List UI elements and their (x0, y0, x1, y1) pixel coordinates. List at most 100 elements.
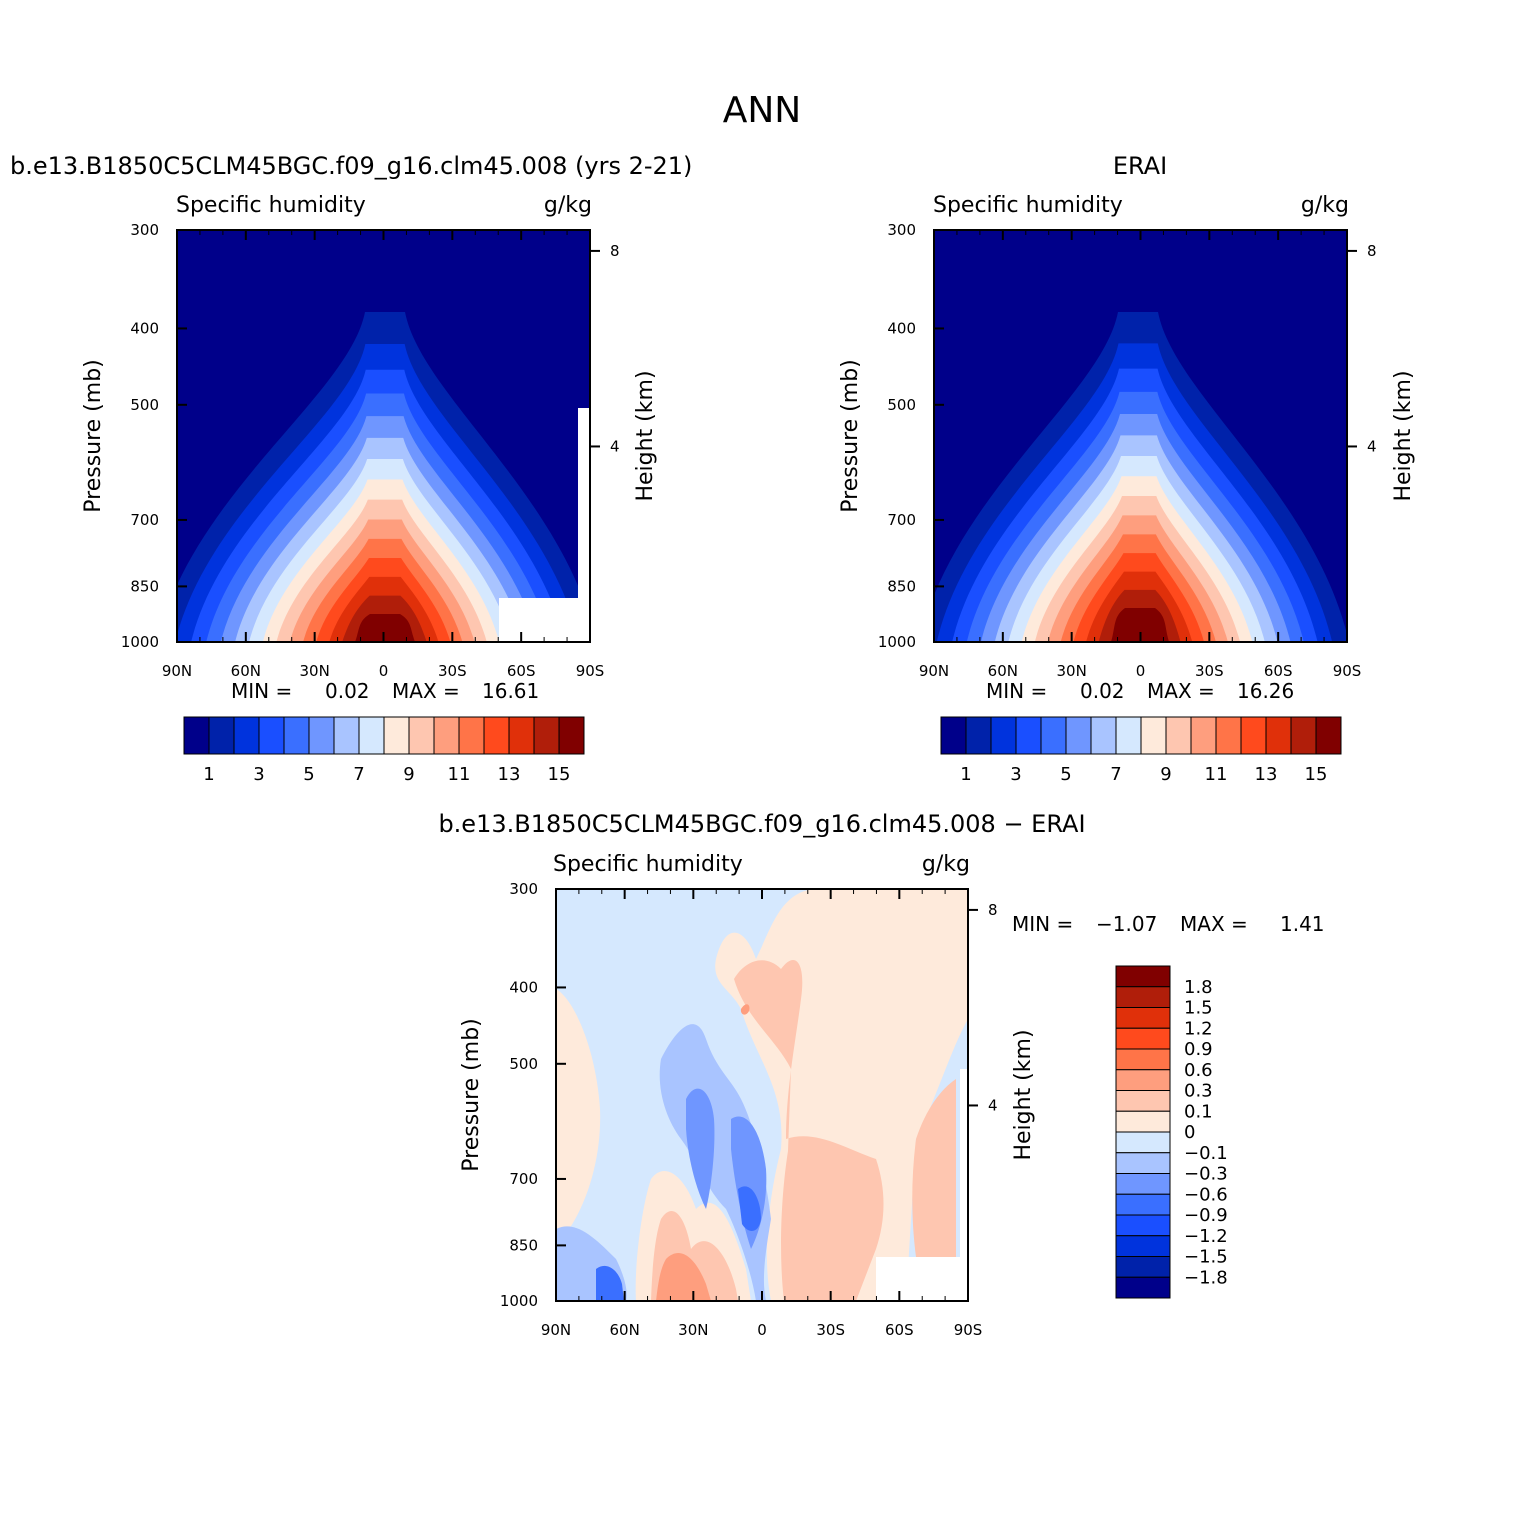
panel-obs-title: ERAI (1113, 152, 1167, 180)
diff-colorbar-label: −0.1 (1184, 1143, 1228, 1164)
diff-colorbar-swatch (1115, 1027, 1171, 1050)
y-tick-label: 850 (887, 577, 916, 595)
diff-region-pos-lowlevel-3 (656, 1253, 711, 1301)
model-missing-terrain-strip (578, 408, 590, 598)
colorbar-swatch (433, 716, 460, 755)
x-tick-label: 30N (1057, 662, 1087, 680)
diff-colorbar-swatch (1115, 1110, 1171, 1133)
model-contours-band-15 (355, 614, 415, 642)
colorbar-label: 13 (498, 764, 521, 785)
model-missing-terrain (499, 598, 590, 642)
panel-model-plot (176, 229, 591, 643)
x-tick-label: 90S (1333, 662, 1362, 680)
diff-ylabel-right: Height (km) (1011, 1029, 1036, 1160)
colorbar-swatch (1315, 716, 1342, 755)
colorbar-label: 7 (1110, 764, 1121, 785)
colorbar-swatch (1215, 716, 1242, 755)
y-right-tick-label: 4 (1367, 437, 1377, 455)
obs-axes: 90N 60N 30N 0 30S 60S 90S 300 400 500 700 850 1000 8 4 (878, 221, 1377, 680)
x-tick-label: 90N (919, 662, 949, 680)
colorbar-swatch (308, 716, 335, 755)
x-tick-label: 30N (300, 662, 330, 680)
diff-region-neg-nh-surface-core (596, 1265, 624, 1301)
colorbar-swatch (1115, 716, 1142, 755)
colorbar-swatch (1140, 716, 1167, 755)
y-tick-label: 850 (130, 577, 159, 595)
diff-min-label: MIN = (1012, 912, 1073, 936)
colorbar-swatch (408, 716, 435, 755)
colorbar-label: 15 (548, 764, 571, 785)
y-right-tick-label: 4 (610, 437, 620, 455)
y-tick-label: 850 (509, 1236, 538, 1254)
obs-max-value: 16.26 (1237, 679, 1294, 703)
diff-colorbar-label: −1.8 (1184, 1267, 1228, 1288)
colorbar-label: 3 (1010, 764, 1021, 785)
y-tick-label: 700 (509, 1170, 538, 1188)
x-tick-label: 0 (757, 1321, 767, 1339)
diff-region-neg-core (686, 1088, 715, 1209)
diff-contours (556, 889, 968, 1301)
y-tick-label: 500 (887, 396, 916, 414)
diff-colorbar-label: −1.2 (1184, 1226, 1228, 1247)
diff-colorbar-swatch (1115, 1048, 1171, 1071)
colorbar-label: 3 (253, 764, 264, 785)
obs-contours (934, 312, 1347, 642)
model-max-label: MAX = (392, 679, 460, 703)
colorbar-swatch (1290, 716, 1317, 755)
y-tick-label: 500 (509, 1055, 538, 1073)
diff-colorbar-label: 1.2 (1184, 1018, 1213, 1039)
diff-colorbar-label: 0.1 (1184, 1101, 1213, 1122)
diff-ylabel: Pressure (mb) (459, 1018, 484, 1172)
panel-model-left-label: Specific humidity (176, 193, 366, 218)
diff-max-label: MAX = (1180, 912, 1248, 936)
y-tick-label: 300 (887, 221, 916, 239)
x-tick-label: 30N (678, 1321, 708, 1339)
colorbar-swatch (358, 716, 385, 755)
obs-ylabel-right: Height (km) (1391, 370, 1416, 501)
y-tick-label: 1000 (121, 633, 159, 651)
model-min-value: 0.02 (325, 679, 370, 703)
obs-contours-band-15 (1111, 608, 1169, 642)
colorbar-swatch (183, 716, 210, 755)
diff-colorbar-swatch (1115, 1152, 1171, 1174)
colorbar-swatch (283, 716, 310, 755)
y-right-tick-label: 4 (988, 1096, 998, 1114)
x-tick-label: 60N (231, 662, 261, 680)
diff-contour-area (556, 889, 968, 1301)
x-tick-label: 90N (162, 662, 192, 680)
panel-model-right-label: g/kg (544, 193, 592, 218)
panel-diff-title: b.e13.B1850C5CLM45BGC.f09_g16.clm45.008 … (438, 810, 1085, 838)
panel-obs-left-label: Specific humidity (933, 193, 1123, 218)
obs-colorbar: 1 3 5 7 9 11 13 15 (940, 716, 1342, 785)
diff-colorbar-label: −0.3 (1184, 1164, 1228, 1185)
colorbar-swatch (1090, 716, 1117, 755)
colorbar-swatch (1065, 716, 1092, 755)
obs-min-value: 0.02 (1080, 679, 1125, 703)
panel-obs: ERAI Specific humidity g/kg 90N 60N 30N 0 30… (838, 152, 1416, 785)
diff-missing-terrain (876, 1257, 968, 1301)
diff-colorbar-swatch (1115, 986, 1171, 1008)
colorbar-swatch (940, 716, 967, 755)
diff-colorbar-swatch (1115, 1007, 1171, 1029)
diff-colorbar-swatch (1115, 1173, 1171, 1195)
colorbar-swatch (1015, 716, 1042, 755)
x-tick-label: 30S (438, 662, 467, 680)
page-title: ANN (723, 90, 802, 131)
y-right-tick-label: 8 (610, 242, 620, 260)
diff-colorbar-swatch (1115, 1214, 1171, 1237)
panel-diff: b.e13.B1850C5CLM45BGC.f09_g16.clm45.008 … (438, 810, 1324, 1339)
diff-region-pos-nh (556, 989, 601, 1241)
diff-colorbar-label: 0.6 (1184, 1060, 1213, 1081)
colorbar-label: 1 (960, 764, 971, 785)
colorbar-swatch (1165, 716, 1192, 755)
panel-diff-plot (555, 888, 969, 1302)
x-tick-label: 30S (1195, 662, 1224, 680)
colorbar-swatch (533, 716, 560, 755)
colorbar-label: 15 (1305, 764, 1328, 785)
colorbar-label: 9 (403, 764, 414, 785)
colorbar-swatch (508, 716, 535, 755)
x-tick-label: 0 (379, 662, 389, 680)
model-contour-area (177, 230, 590, 642)
colorbar-swatch (1265, 716, 1292, 755)
